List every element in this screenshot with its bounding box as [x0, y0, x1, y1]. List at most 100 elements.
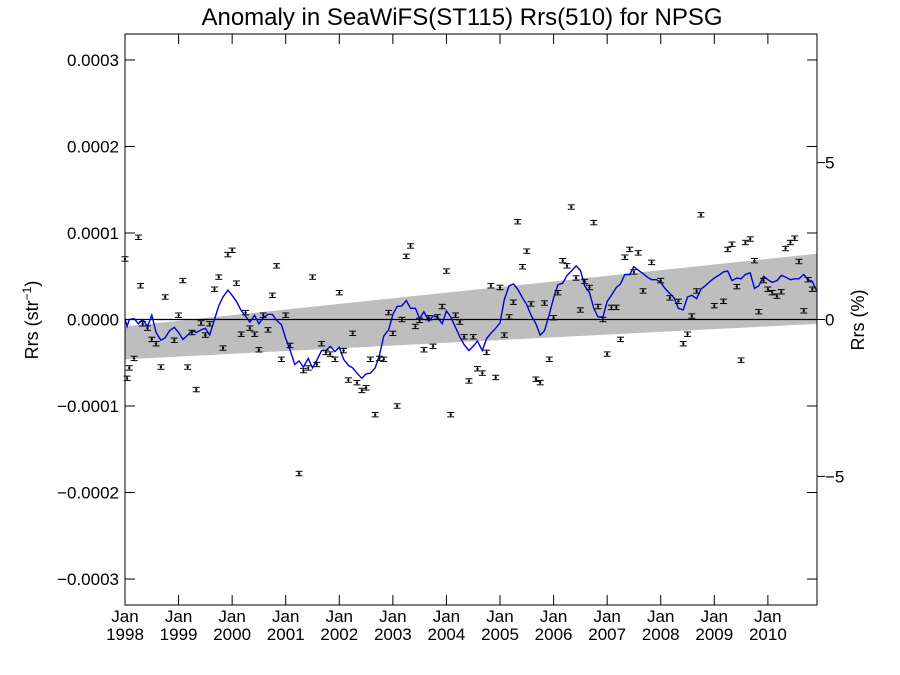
point-marker	[351, 332, 354, 335]
data-point	[340, 347, 348, 354]
y-tick-label: 0.0003	[67, 51, 119, 70]
point-marker	[498, 286, 502, 289]
point-marker	[221, 346, 225, 350]
point-marker	[632, 270, 636, 274]
point-marker	[686, 333, 689, 336]
point-marker	[561, 259, 564, 262]
x-tick-label-month: Jan	[433, 607, 460, 626]
point-marker	[592, 221, 595, 224]
data-point	[795, 258, 803, 265]
data-point	[634, 250, 642, 256]
y-axis-label-left: Rrs (str−1)	[20, 281, 42, 360]
point-marker	[588, 286, 591, 289]
data-point	[366, 356, 374, 362]
x-tick-label-month: Jan	[326, 607, 353, 626]
point-marker	[556, 291, 560, 294]
point-marker	[494, 376, 497, 379]
data-point	[295, 470, 303, 477]
data-point	[581, 278, 589, 285]
data-point	[299, 367, 307, 374]
point-marker	[762, 279, 765, 282]
data-point	[594, 303, 602, 310]
point-marker	[414, 325, 417, 328]
data-point	[255, 347, 263, 353]
point-marker	[534, 377, 538, 381]
data-point	[741, 239, 749, 246]
data-point	[764, 286, 772, 292]
point-marker	[757, 310, 760, 313]
data-point	[219, 345, 227, 351]
point-marker	[280, 358, 283, 361]
data-point	[358, 387, 366, 394]
data-point	[804, 277, 812, 283]
point-marker	[378, 357, 381, 360]
x-tick-label-month: Jan	[272, 607, 299, 626]
point-marker	[744, 241, 747, 244]
data-point	[273, 263, 281, 269]
point-marker	[204, 333, 207, 337]
data-point	[362, 385, 370, 391]
data-point	[684, 331, 692, 337]
point-marker	[240, 333, 243, 336]
point-marker	[177, 313, 180, 317]
data-point	[134, 234, 142, 241]
trend-confidence-band-layer	[125, 253, 817, 360]
data-point	[251, 331, 259, 337]
data-point	[389, 330, 397, 337]
point-marker	[753, 259, 756, 262]
point-marker	[570, 205, 573, 209]
point-marker	[257, 348, 261, 351]
point-marker	[726, 248, 729, 251]
data-point	[264, 327, 272, 333]
data-point	[487, 283, 495, 289]
data-point	[536, 379, 544, 386]
point-marker	[422, 348, 426, 351]
data-point	[469, 334, 477, 340]
data-point	[420, 347, 428, 353]
y-axis-label-left-superscript: −1	[20, 286, 34, 300]
point-marker	[574, 276, 578, 280]
point-marker	[163, 295, 167, 299]
data-point	[545, 356, 553, 362]
point-marker	[507, 315, 511, 319]
x-tick-label-year: 1999	[160, 625, 198, 644]
point-marker	[489, 284, 493, 287]
point-marker	[641, 289, 645, 293]
point-marker	[195, 388, 198, 391]
data-point	[674, 298, 682, 305]
data-point	[215, 274, 223, 280]
x-tick-label-month: Jan	[754, 607, 781, 626]
y-axis-label-left-main: Rrs (str	[22, 300, 42, 359]
data-point	[433, 314, 441, 320]
point-marker	[199, 321, 203, 325]
point-marker	[235, 281, 238, 285]
data-point	[657, 277, 665, 284]
point-marker	[512, 300, 515, 304]
data-point	[719, 298, 727, 305]
x-tick-label-year: 2005	[481, 625, 519, 644]
data-point	[206, 321, 214, 327]
point-marker	[307, 366, 310, 370]
data-point	[648, 259, 656, 266]
point-marker	[395, 404, 399, 408]
data-point	[326, 351, 334, 357]
point-marker	[472, 335, 475, 339]
left-y-axis: 0.0003 0.0002 0.0001 0.0000 −0.0001 −0.0002 −0…	[57, 51, 817, 589]
x-tick-label-month: Jan	[701, 607, 728, 626]
point-marker	[615, 306, 618, 309]
data-point	[492, 374, 500, 381]
point-marker	[139, 284, 142, 287]
running-mean-line	[124, 264, 818, 380]
point-marker	[543, 301, 546, 305]
data-point	[313, 361, 321, 368]
point-marker	[784, 247, 787, 250]
point-marker	[677, 300, 680, 303]
data-point	[514, 219, 522, 225]
data-point	[612, 304, 620, 311]
point-marker	[458, 320, 462, 324]
point-marker	[637, 251, 640, 255]
data-point	[554, 289, 562, 296]
point-marker	[271, 294, 274, 297]
data-point	[331, 356, 339, 362]
point-marker	[311, 275, 314, 279]
